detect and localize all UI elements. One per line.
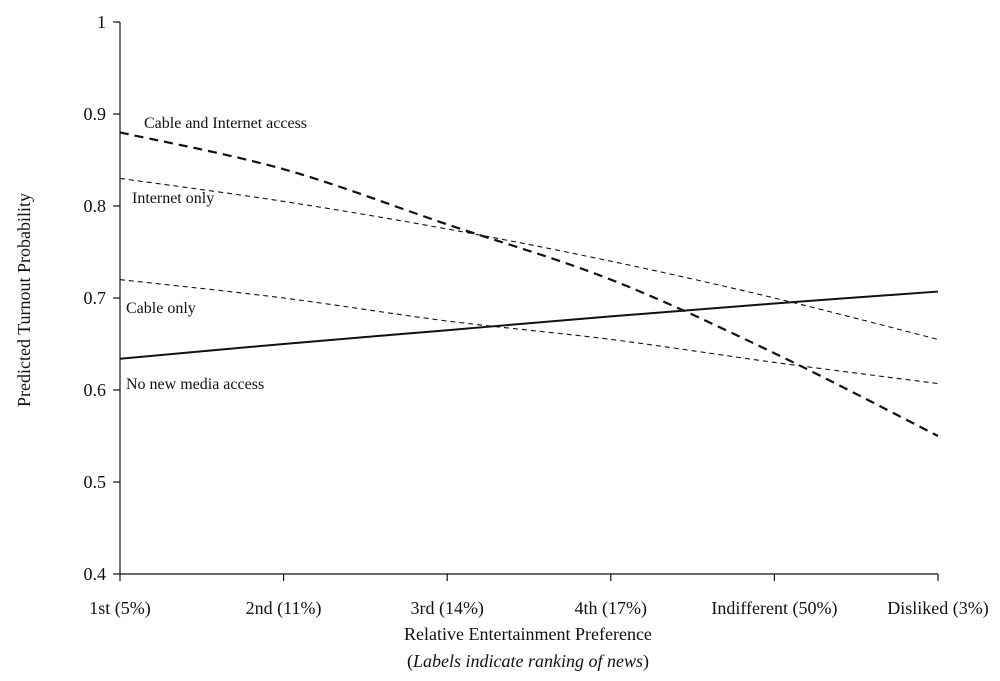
x-tick-label: 3rd (14%) bbox=[410, 598, 483, 619]
y-tick-label: 0.9 bbox=[84, 104, 107, 124]
axes bbox=[119, 22, 938, 575]
y-tick-label: 0.8 bbox=[84, 196, 107, 216]
y-tick-label: 0.5 bbox=[84, 472, 107, 492]
series-line bbox=[119, 131, 939, 437]
series-label: Cable and Internet access bbox=[144, 115, 307, 132]
x-tick-label: 1st (5%) bbox=[89, 598, 151, 619]
x-axis-title: Relative Entertainment Preference bbox=[404, 624, 652, 644]
x-ticks: 1st (5%) 2nd (11%) 3rd (14%) 4th (17%) Indif… bbox=[89, 574, 989, 619]
x-tick-label: Indifferent (50%) bbox=[711, 598, 837, 619]
x-axis-subtitle-italic: Labels indicate ranking of news bbox=[412, 651, 643, 671]
x-tick-label: Disliked (3%) bbox=[887, 598, 988, 619]
y-ticks: 0.4 0.5 0.6 0.7 0.8 0.9 1 bbox=[84, 12, 120, 584]
series-label: No new media access bbox=[126, 376, 264, 393]
series-labels: Cable and Internet access Internet only Ca… bbox=[126, 115, 307, 393]
series-label: Cable only bbox=[126, 300, 196, 317]
x-tick-label: 4th (17%) bbox=[575, 598, 647, 619]
series-layer bbox=[119, 131, 939, 437]
y-tick-label: 0.6 bbox=[84, 380, 107, 400]
x-tick-label: 2nd (11%) bbox=[246, 598, 322, 619]
y-tick-label: 1 bbox=[97, 12, 106, 32]
series-line bbox=[119, 279, 939, 385]
y-axis-title: Predicted Turnout Probability bbox=[14, 193, 34, 407]
series-line bbox=[119, 290, 939, 360]
y-tick-label: 0.7 bbox=[84, 288, 107, 308]
series-line bbox=[119, 177, 939, 340]
x-axis-subtitle-open-paren: ( bbox=[407, 651, 413, 672]
y-tick-label: 0.4 bbox=[84, 564, 107, 584]
series-label: Internet only bbox=[132, 190, 214, 207]
x-axis-subtitle: (Labels indicate ranking of news) bbox=[407, 651, 649, 672]
x-axis-subtitle-close-paren: ) bbox=[643, 651, 649, 672]
